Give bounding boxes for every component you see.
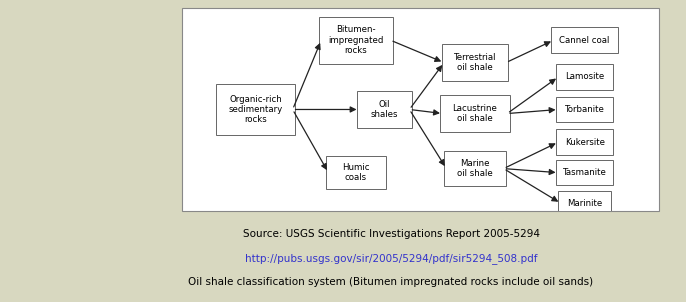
Text: Marine
oil shale: Marine oil shale bbox=[457, 159, 493, 178]
FancyBboxPatch shape bbox=[440, 95, 510, 132]
Text: Lacustrine
oil shale: Lacustrine oil shale bbox=[453, 104, 497, 123]
FancyBboxPatch shape bbox=[442, 44, 508, 82]
Text: Terrestrial
oil shale: Terrestrial oil shale bbox=[453, 53, 496, 72]
Text: Cannel coal: Cannel coal bbox=[560, 36, 610, 45]
Text: Oil
shales: Oil shales bbox=[370, 100, 398, 119]
FancyBboxPatch shape bbox=[556, 64, 613, 90]
Text: http://pubs.usgs.gov/sir/2005/5294/pdf/sir5294_508.pdf: http://pubs.usgs.gov/sir/2005/5294/pdf/s… bbox=[245, 253, 537, 264]
FancyBboxPatch shape bbox=[444, 151, 506, 186]
FancyBboxPatch shape bbox=[326, 156, 386, 189]
FancyBboxPatch shape bbox=[556, 160, 613, 185]
FancyBboxPatch shape bbox=[357, 91, 412, 128]
FancyBboxPatch shape bbox=[552, 27, 618, 53]
FancyBboxPatch shape bbox=[558, 191, 611, 216]
Text: Marinite: Marinite bbox=[567, 199, 602, 208]
FancyBboxPatch shape bbox=[556, 97, 613, 122]
Text: Humic
coals: Humic coals bbox=[342, 163, 370, 182]
Text: Torbanite: Torbanite bbox=[565, 105, 604, 114]
FancyBboxPatch shape bbox=[319, 17, 393, 64]
FancyBboxPatch shape bbox=[556, 129, 613, 155]
Text: Source: USGS Scientific Investigations Report 2005-5294: Source: USGS Scientific Investigations R… bbox=[243, 229, 539, 239]
FancyBboxPatch shape bbox=[216, 84, 295, 135]
Text: Bitumen-
impregnated
rocks: Bitumen- impregnated rocks bbox=[328, 25, 383, 55]
Text: Oil shale classification system (Bitumen impregnated rocks include oil sands): Oil shale classification system (Bitumen… bbox=[189, 277, 593, 288]
Text: Lamosite: Lamosite bbox=[565, 72, 604, 81]
Text: Tasmanite: Tasmanite bbox=[563, 168, 606, 177]
Text: Organic-rich
sedimentary
rocks: Organic-rich sedimentary rocks bbox=[228, 95, 283, 124]
Text: Kukersite: Kukersite bbox=[565, 138, 604, 146]
